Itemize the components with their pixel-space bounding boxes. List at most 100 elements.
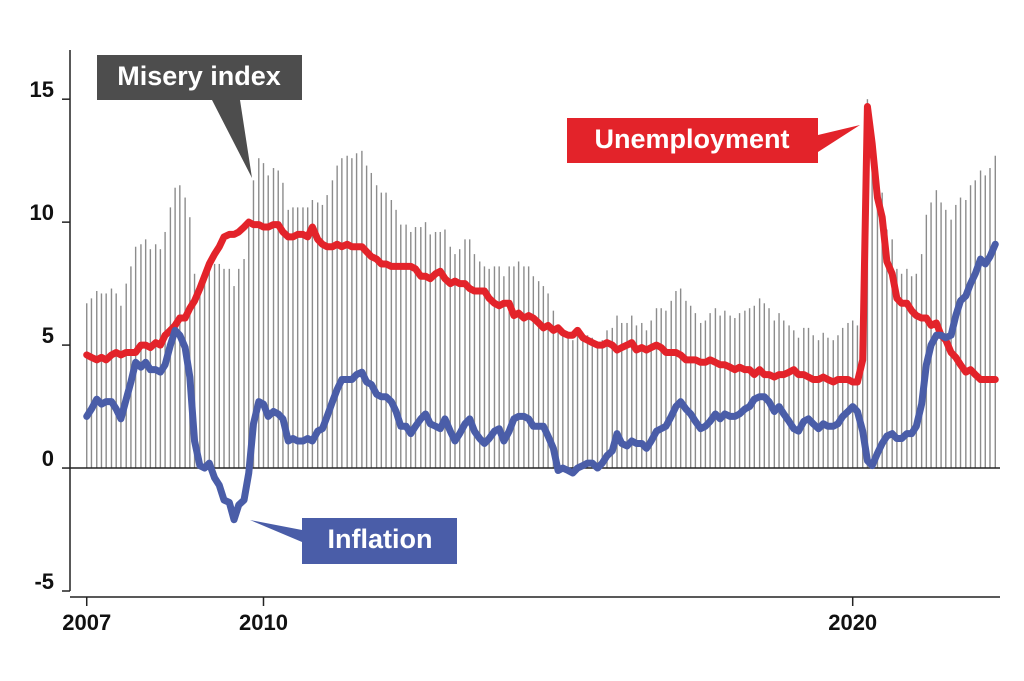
y-tick-label: 5 [42, 323, 54, 348]
bar [915, 273, 918, 469]
bar [90, 298, 93, 469]
bar [277, 170, 279, 469]
bar [115, 293, 117, 469]
bar [100, 293, 103, 469]
bar [660, 308, 662, 469]
bar-layer [86, 99, 996, 469]
bar [562, 332, 564, 469]
bar [709, 313, 711, 469]
bar [429, 234, 431, 469]
bar [552, 310, 555, 469]
bar [282, 182, 284, 469]
bar [179, 185, 181, 469]
bar [856, 325, 859, 469]
bar [778, 313, 780, 469]
bar [920, 254, 923, 469]
bar [655, 308, 658, 469]
bar [292, 207, 294, 469]
bar [744, 310, 746, 469]
bar [994, 155, 996, 469]
inflation-label: Inflation [250, 518, 457, 564]
bar [959, 197, 962, 469]
bar [336, 165, 338, 469]
bar [694, 313, 697, 469]
bar [105, 293, 107, 469]
bar [547, 293, 549, 469]
bar [86, 303, 88, 469]
bar [238, 268, 240, 469]
line-layer [83, 103, 999, 524]
bar [930, 202, 932, 469]
bar [243, 259, 245, 469]
line [83, 240, 999, 524]
bar [773, 320, 776, 469]
bar [803, 327, 805, 469]
bar [788, 325, 790, 469]
bar [665, 310, 667, 469]
bar [444, 229, 446, 469]
bar [258, 158, 260, 469]
label-box [250, 518, 457, 564]
bar [783, 320, 785, 469]
bar [925, 214, 928, 469]
bar [513, 266, 515, 469]
bar [346, 155, 348, 469]
bar [576, 330, 579, 469]
bar [385, 192, 387, 469]
bar [272, 168, 275, 469]
bar [685, 300, 687, 469]
bar [311, 200, 314, 469]
bar [724, 310, 726, 469]
bar [797, 337, 800, 469]
bar [218, 263, 221, 469]
bar [341, 158, 343, 469]
bar [189, 217, 191, 469]
x-tick-label: 2020 [828, 610, 877, 635]
bar [355, 153, 358, 469]
bar [965, 200, 967, 469]
bar [140, 244, 142, 469]
bar [479, 261, 481, 469]
bar [527, 266, 530, 469]
unemployment-label: Unemployment [567, 118, 860, 163]
bar [414, 227, 417, 469]
bar [302, 207, 304, 469]
bar [331, 180, 334, 469]
bar [719, 315, 721, 469]
bar [793, 330, 795, 469]
misery-label: Misery index [97, 55, 302, 178]
bar [832, 340, 834, 469]
bar [375, 185, 378, 469]
bar [380, 192, 383, 469]
bar [984, 175, 986, 469]
bar [758, 298, 761, 469]
bar [321, 204, 324, 469]
bar [768, 308, 770, 469]
bar [881, 192, 883, 469]
bar [841, 327, 844, 469]
y-tick-label: 15 [30, 77, 54, 102]
bar [532, 276, 535, 469]
bar [812, 335, 814, 469]
bar [631, 315, 633, 469]
bar [287, 209, 289, 469]
bar [439, 231, 441, 469]
bar [508, 266, 510, 469]
bar [420, 227, 422, 469]
bar [572, 340, 574, 469]
bar [675, 290, 677, 469]
bar [400, 224, 402, 469]
bar [616, 315, 618, 469]
bar [974, 180, 976, 469]
bar [159, 249, 162, 469]
bar [464, 239, 466, 469]
bar [203, 276, 206, 469]
bar [503, 276, 505, 469]
bar [193, 273, 196, 469]
bar [537, 281, 540, 469]
bar [184, 197, 186, 469]
bar [296, 207, 299, 469]
bar [896, 268, 898, 469]
bar [213, 263, 216, 469]
bar [862, 322, 864, 469]
